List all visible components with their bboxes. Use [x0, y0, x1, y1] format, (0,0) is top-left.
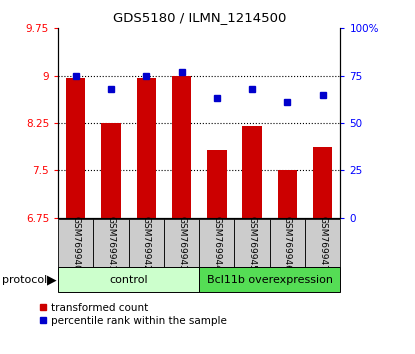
Bar — [101, 123, 121, 218]
Bar — [137, 78, 156, 218]
Bar — [313, 147, 332, 218]
Bar — [172, 76, 191, 218]
Bar — [234, 219, 270, 267]
Bar — [199, 219, 234, 267]
Bar — [66, 78, 85, 218]
Bar — [129, 219, 164, 267]
Text: GSM769944: GSM769944 — [212, 216, 221, 271]
Title: GDS5180 / ILMN_1214500: GDS5180 / ILMN_1214500 — [112, 11, 286, 24]
Text: control: control — [109, 275, 148, 285]
Text: GSM769943: GSM769943 — [177, 216, 186, 271]
Text: protocol: protocol — [2, 275, 47, 285]
Bar — [58, 267, 199, 292]
Text: GSM769945: GSM769945 — [248, 216, 256, 271]
Legend: transformed count, percentile rank within the sample: transformed count, percentile rank withi… — [39, 303, 227, 326]
Text: ▶: ▶ — [46, 273, 56, 286]
Text: Bcl11b overexpression: Bcl11b overexpression — [207, 275, 333, 285]
Text: GSM769940: GSM769940 — [71, 216, 80, 271]
Text: GSM769941: GSM769941 — [107, 216, 115, 271]
Bar — [199, 267, 340, 292]
Text: GSM769942: GSM769942 — [142, 216, 151, 271]
Bar — [93, 219, 129, 267]
Bar — [278, 170, 297, 218]
Bar — [305, 219, 340, 267]
Bar — [164, 219, 199, 267]
Text: GSM769947: GSM769947 — [318, 216, 327, 271]
Bar — [270, 219, 305, 267]
Text: GSM769946: GSM769946 — [283, 216, 292, 271]
Bar — [58, 219, 93, 267]
Bar — [242, 126, 262, 218]
Bar — [207, 149, 227, 218]
